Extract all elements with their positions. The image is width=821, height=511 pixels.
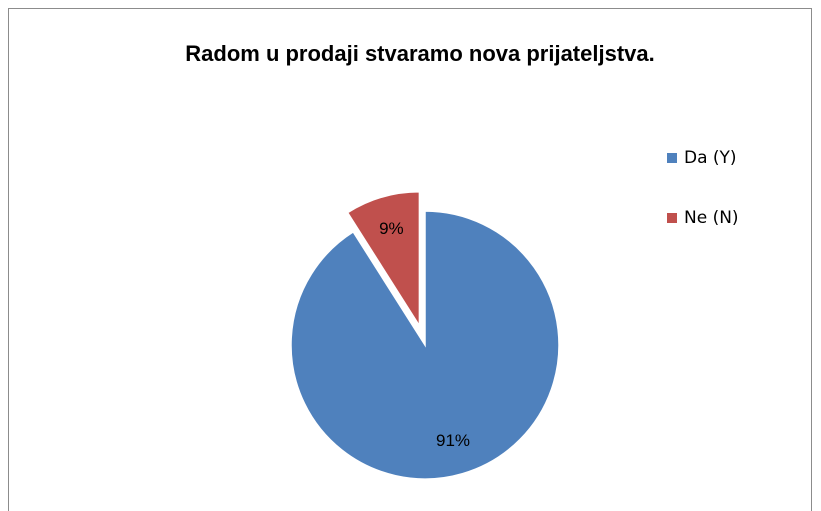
legend-label: Da (Y) xyxy=(684,148,737,168)
pie-slice xyxy=(346,191,421,329)
data-label: 91% xyxy=(436,431,470,450)
legend-label: Ne (N) xyxy=(684,208,739,228)
legend-swatch xyxy=(667,153,677,163)
pie-slice xyxy=(290,210,560,480)
legend-swatch xyxy=(667,213,677,223)
chart-title: Radom u prodaji stvaramo nova prijateljs… xyxy=(185,41,654,66)
data-label: 9% xyxy=(379,219,404,238)
